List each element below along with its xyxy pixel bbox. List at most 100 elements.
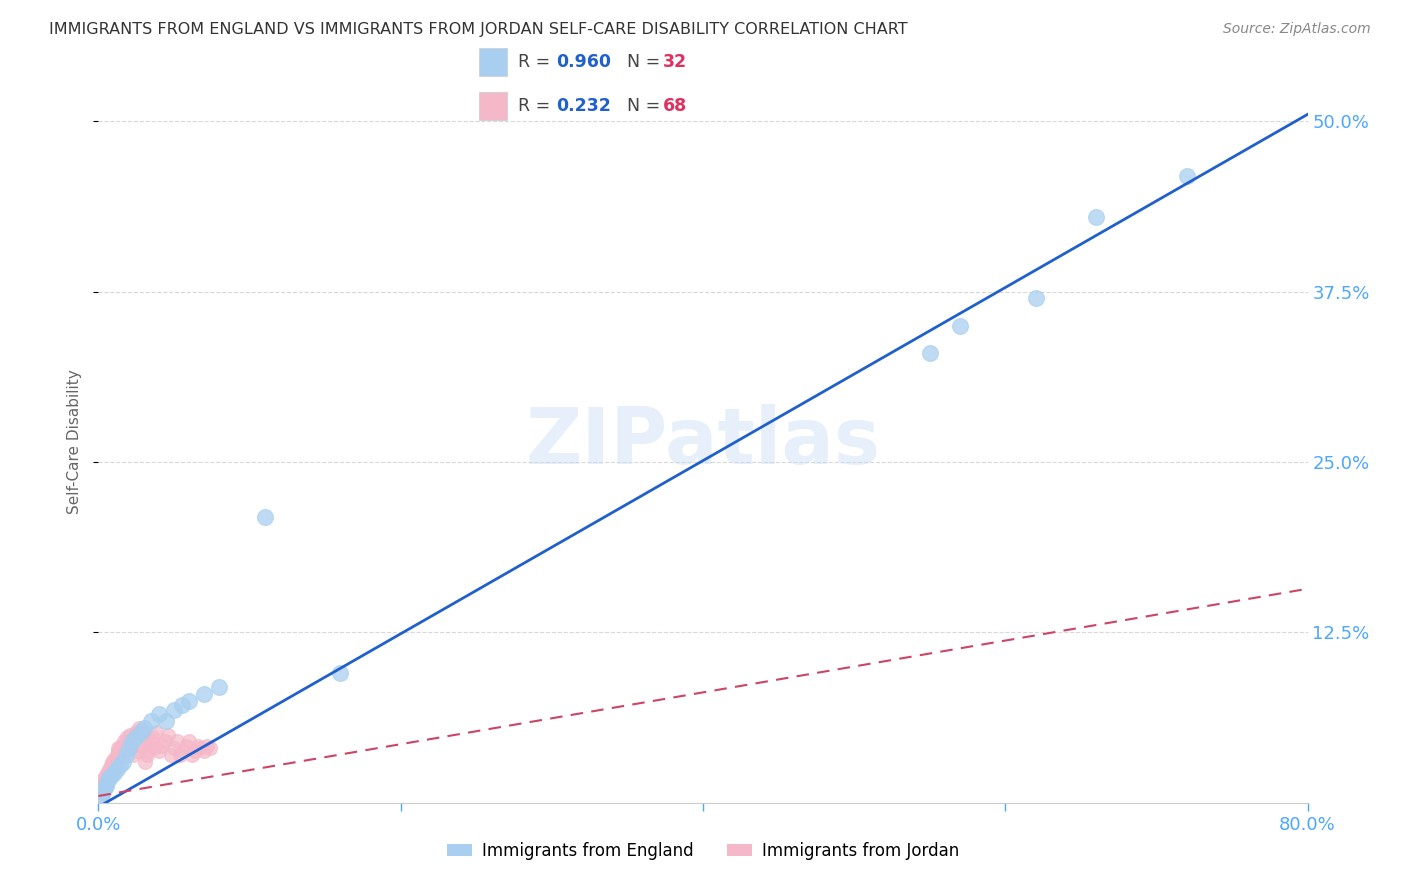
Point [105,748,128,763]
Text: N =: N = [627,97,666,115]
Point [187,739,209,753]
Point [148,744,170,758]
Point [131,731,153,745]
Point [190,741,212,756]
Point [127,744,149,758]
Point [195,739,218,753]
Text: 32: 32 [664,53,688,70]
Point [135,748,157,763]
Text: N =: N = [627,53,666,70]
Point [179,693,201,707]
Point [118,741,141,756]
Point [172,744,194,758]
Text: IMMIGRANTS FROM ENGLAND VS IMMIGRANTS FROM JORDAN SELF-CARE DISABILITY CORRELATI: IMMIGRANTS FROM ENGLAND VS IMMIGRANTS FR… [49,22,908,37]
Point [132,721,155,735]
Point [120,728,142,742]
Point [141,714,163,728]
Point [100,757,122,772]
Point [90,789,112,803]
Point [163,741,186,756]
Point [253,509,276,524]
Bar [479,92,506,120]
Point [93,771,115,785]
Point [103,762,125,776]
Point [918,346,941,360]
Point [163,703,186,717]
Point [949,318,972,333]
Point [108,757,131,772]
Point [111,744,134,758]
Point [101,755,124,769]
Point [98,762,121,776]
Point [200,741,222,756]
Point [141,734,163,748]
Point [169,748,191,763]
Point [160,748,183,763]
Point [118,734,141,748]
Point [132,725,155,739]
Point [91,782,114,797]
Point [107,741,129,756]
Point [142,731,165,745]
Point [94,780,117,794]
Point [96,765,118,780]
Point [139,739,162,753]
Point [115,731,138,745]
Point [125,725,148,739]
Point [100,768,122,782]
Point [112,734,135,748]
Point [96,775,118,789]
Point [104,755,127,769]
Point [193,744,215,758]
Point [93,782,115,797]
Point [108,748,131,763]
Point [179,734,201,748]
Point [125,731,148,745]
Text: R =: R = [517,53,555,70]
Point [89,789,111,803]
Point [114,741,136,756]
Point [193,687,215,701]
Text: 68: 68 [664,97,688,115]
Text: 0.232: 0.232 [555,97,610,115]
Text: 0.960: 0.960 [555,53,612,70]
Point [329,666,352,681]
Point [94,780,117,794]
Point [156,728,179,742]
Point [128,721,150,735]
Point [93,782,115,797]
Point [94,768,117,782]
Point [134,755,156,769]
Point [124,731,146,745]
Point [136,744,159,758]
Point [129,739,152,753]
Point [105,762,128,776]
Point [122,748,145,763]
Point [150,739,173,753]
Point [98,771,121,785]
Point [184,744,207,758]
Point [153,734,176,748]
Bar [479,48,506,76]
Point [208,680,231,694]
Point [155,714,177,728]
Point [170,698,193,712]
Point [91,785,114,799]
Text: R =: R = [517,97,555,115]
Point [114,748,136,763]
Point [104,757,127,772]
Point [174,739,197,753]
Point [181,748,204,763]
Point [129,725,152,739]
Point [105,752,128,766]
Point [107,744,129,758]
Point [1024,292,1046,306]
Point [91,775,114,789]
Point [103,752,125,766]
Point [90,785,112,799]
Point [166,734,188,748]
Point [1175,169,1198,183]
Point [96,775,118,789]
Text: Source: ZipAtlas.com: Source: ZipAtlas.com [1223,22,1371,37]
Point [98,771,121,785]
